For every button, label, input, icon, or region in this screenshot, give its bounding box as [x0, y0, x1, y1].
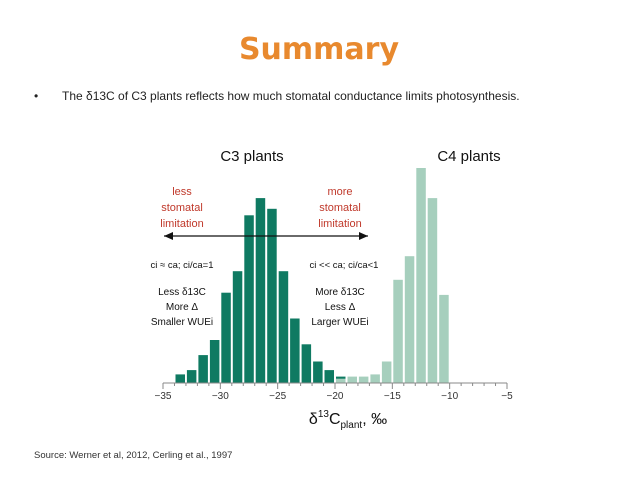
x-tick-label: −35 — [155, 391, 172, 402]
right-ratio-label: ci << ca; ci/ca<1 — [310, 260, 379, 271]
right-effect-1: More δ13C — [315, 287, 364, 298]
c3-bar — [186, 370, 197, 383]
x-tick-label: −15 — [384, 391, 401, 402]
c3-bar — [324, 370, 334, 383]
c3-bar — [175, 374, 185, 383]
left-effect-3: Smaller WUEi — [151, 317, 213, 328]
c4-bar — [393, 279, 403, 383]
left-ratio-label: ci ≈ ca; ci/ca=1 — [150, 260, 213, 271]
x-tick-label: −25 — [269, 391, 286, 402]
c4-bar — [381, 361, 392, 383]
c4-bar — [416, 168, 426, 383]
c3-bar — [232, 271, 243, 383]
c4-bar — [404, 256, 415, 383]
bullet-text: The δ13C of C3 plants reflects how much … — [62, 89, 520, 103]
c3-bar — [198, 355, 208, 383]
c3-bar — [267, 208, 277, 383]
c3-bar — [290, 318, 300, 383]
c3-bar — [301, 344, 312, 383]
c4-bar — [336, 378, 346, 383]
left-annotation-line-2: stomatal — [161, 202, 203, 214]
bullet-marker: • — [34, 89, 39, 103]
left-annotation-line-1: less — [172, 186, 192, 198]
c4-bar — [358, 376, 369, 383]
c3-bar — [313, 361, 323, 383]
x-tick-label: −20 — [327, 391, 344, 402]
right-effect-2: Less Δ — [325, 302, 356, 313]
x-tick-label: −10 — [441, 391, 458, 402]
slide-title: Summary — [238, 32, 400, 67]
c4-bar — [370, 374, 380, 383]
c3-bar — [221, 292, 231, 383]
right-annotation-line-2: stomatal — [319, 202, 361, 214]
bars-group — [175, 168, 449, 383]
c3-series-label: C3 plants — [220, 148, 283, 165]
right-effect-3: Larger WUEi — [311, 317, 368, 328]
x-tick-label: −30 — [212, 391, 229, 402]
c4-bar — [347, 376, 357, 383]
left-annotation-line-3: limitation — [160, 218, 203, 230]
x-axis: −35 −30 −25 −20 −15 −10 −5 — [155, 382, 513, 402]
c3-bar — [278, 271, 289, 383]
left-effect-2: More Δ — [166, 302, 199, 313]
arrow-head-left — [164, 232, 173, 240]
chart-background — [122, 140, 514, 430]
x-tick-label: −5 — [501, 391, 513, 402]
c4-series-label: C4 plants — [437, 148, 500, 165]
c4-bar — [439, 294, 449, 383]
x-axis-label: δ13Cplant, ‰ — [309, 409, 387, 430]
source-citation: Source: Werner et al, 2012, Cerling et a… — [34, 450, 233, 461]
arrow-head-right — [359, 232, 368, 240]
c3-bar — [255, 198, 266, 383]
right-annotation-line-1: more — [327, 186, 352, 198]
histogram-chart: −35 −30 −25 −20 −15 −10 −5 C3 plants C4 plants… — [122, 140, 514, 430]
c3-bar — [209, 340, 220, 383]
c3-bar — [244, 215, 254, 383]
left-effect-1: Less δ13C — [158, 287, 206, 298]
c4-bar — [427, 198, 438, 383]
right-annotation-line-3: limitation — [318, 218, 361, 230]
